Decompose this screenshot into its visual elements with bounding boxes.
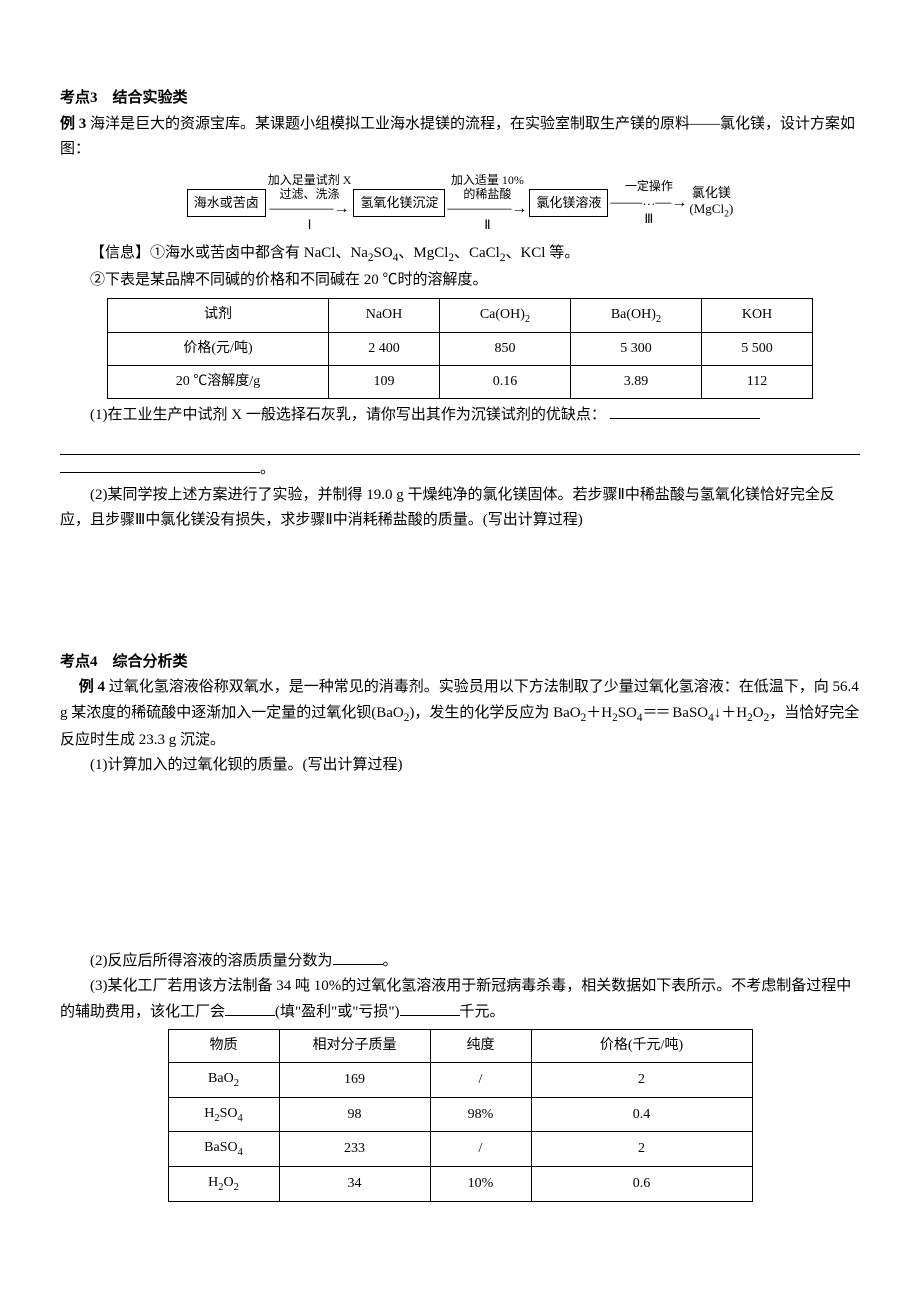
table-row: 试剂 NaOH Ca(OH)2 Ba(OH)2 KOH [108,298,813,333]
table-cell: 价格(元/吨) [108,333,329,366]
table-cell: 3.89 [571,365,702,398]
table-cell: BaSO4 [168,1132,279,1167]
table-row: H2SO4 98 98% 0.4 [168,1097,752,1132]
section4-title: 考点4 综合分析类 [60,650,860,676]
table-cell: Ba(OH)2 [571,298,702,333]
blank-field [333,949,383,965]
table-row: 20 ℃溶解度/g 109 0.16 3.89 112 [108,365,813,398]
arrow-icon: ―→ [655,194,687,211]
flow-box-2: 氢氧化镁沉淀 [353,189,445,217]
table-row: 价格(元/吨) 2 400 850 5 300 5 500 [108,333,813,366]
arrow-icon: ―― [610,194,642,211]
s4-q2-text: (2)反应后所得溶液的溶质质量分数为 [90,953,333,969]
table-row: BaSO4 233 / 2 [168,1132,752,1167]
flow-arrow-3: 一定操作 ――…―→ Ⅲ [610,179,687,226]
info-line-2: ②下表是某品牌不同碱的价格和不同碱在 20 ℃时的溶解度。 [60,268,860,294]
example3-intro: 例 3 海洋是巨大的资源宝库。某课题小组模拟工业海水提镁的流程，在实验室制取生产… [60,112,860,163]
table-cell: 10% [430,1167,531,1202]
flow-a1-top1: 加入足量试剂 X [268,173,352,187]
flow-a3-top: 一定操作 [625,179,673,193]
example4-intro: 例 4 过氧化氢溶液俗称双氧水，是一种常见的消毒剂。实验员用以下方法制取了少量过… [60,675,860,753]
table-cell: 98% [430,1097,531,1132]
arrow-icon: ――――→ [270,201,350,217]
price-table: 物质 相对分子质量 纯度 价格(千元/吨) BaO2 169 / 2 H2SO4… [168,1029,753,1201]
table-cell: 20 ℃溶解度/g [108,365,329,398]
section3-title: 考点3 结合实验类 [60,86,860,112]
flow-final: 氯化镁 (MgCl2) [689,185,733,220]
s3-q1: (1)在工业生产中试剂 X 一般选择石灰乳，请你写出其作为沉镁试剂的优缺点： [60,403,860,429]
table-cell: / [430,1063,531,1098]
s4-q3-mid: (填"盈利"或"亏损") [275,1004,399,1020]
example4-label: 例 4 [79,679,105,695]
s4-q1: (1)计算加入的过氧化钡的质量。(写出计算过程) [60,753,860,779]
table-cell: 0.6 [531,1167,752,1202]
blank-field [610,403,760,419]
table-cell: 价格(千元/吨) [531,1030,752,1063]
s3-q1-end: 。 [260,461,275,477]
s3-q2: (2)某同学按上述方案进行了实验，并制得 19.0 g 干燥纯净的氯化镁固体。若… [60,483,860,534]
info-line-1: 【信息】①海水或苦卤中都含有 NaCl、Na2SO4、MgCl2、CaCl2、K… [60,241,860,268]
blank-field [400,1000,460,1016]
table-cell: 纯度 [430,1030,531,1063]
table-cell: 233 [279,1132,430,1167]
table-cell: H2SO4 [168,1097,279,1132]
blank-field [60,430,860,455]
s4-q2-end: 。 [383,953,398,969]
s3-q1-text: (1)在工业生产中试剂 X 一般选择石灰乳，请你写出其作为沉镁试剂的优缺点： [90,407,606,423]
table-cell: 169 [279,1063,430,1098]
table-cell: 98 [279,1097,430,1132]
table-cell: 5 500 [702,333,813,366]
flow-box-3: 氯化镁溶液 [529,189,608,217]
flow-arrow-1: 加入足量试剂 X 过滤、洗涤 ――――→ Ⅰ [268,173,352,233]
flow-diagram: 海水或苦卤 加入足量试剂 X 过滤、洗涤 ――――→ Ⅰ 氢氧化镁沉淀 加入适量… [60,173,860,233]
flow-a2-bot: Ⅱ [484,217,490,233]
table-cell: 112 [702,365,813,398]
reagent-table: 试剂 NaOH Ca(OH)2 Ba(OH)2 KOH 价格(元/吨) 2 40… [107,298,813,399]
table-cell: NaOH [329,298,440,333]
table-cell: 850 [440,333,571,366]
example3-text: 海洋是巨大的资源宝库。某课题小组模拟工业海水提镁的流程，在实验室制取生产镁的原料… [60,116,855,158]
table-row: BaO2 169 / 2 [168,1063,752,1098]
flow-a2-top2: 的稀盐酸 [451,187,524,201]
eq-sign: ＝＝ [643,705,669,721]
flow-box-1: 海水或苦卤 [187,189,266,217]
blank-field [60,457,260,473]
s4-q3-end: 千元。 [460,1004,505,1020]
table-cell: 2 [531,1132,752,1167]
table-cell: Ca(OH)2 [440,298,571,333]
table-row: H2O2 34 10% 0.6 [168,1167,752,1202]
example3-label: 例 3 [60,116,86,132]
table-cell: 试剂 [108,298,329,333]
flow-a3-mid: … [642,193,655,208]
flow-final-top: 氯化镁 [689,185,733,201]
table-cell: 2 [531,1063,752,1098]
flow-a2-top1: 加入适量 10% [451,173,524,187]
table-cell: BaO2 [168,1063,279,1098]
flow-final-bot: (MgCl2) [689,201,733,220]
table-cell: 34 [279,1167,430,1202]
s3-q1-end-line: 。 [60,457,860,483]
table-cell: KOH [702,298,813,333]
blank-field [225,1000,275,1016]
flow-a3-bot: Ⅲ [644,211,653,227]
flow-arrow-2: 加入适量 10% 的稀盐酸 ――――→ Ⅱ [447,173,527,233]
table-cell: 0.16 [440,365,571,398]
table-cell: 5 300 [571,333,702,366]
table-cell: 2 400 [329,333,440,366]
table-cell: 物质 [168,1030,279,1063]
table-cell: 相对分子质量 [279,1030,430,1063]
table-cell: 0.4 [531,1097,752,1132]
s4-q2: (2)反应后所得溶液的溶质质量分数为 。 [60,949,860,975]
table-row: 物质 相对分子质量 纯度 价格(千元/吨) [168,1030,752,1063]
table-cell: 109 [329,365,440,398]
info-label: 【信息】 [90,245,150,261]
arrow-icon: ――――→ [447,201,527,217]
s4-q3: (3)某化工厂若用该方法制备 34 吨 10%的过氧化氢溶液用于新冠病毒杀毒，相… [60,974,860,1025]
flow-a1-top2: 过滤、洗涤 [268,187,352,201]
table-cell: H2O2 [168,1167,279,1202]
flow-a1-bot: Ⅰ [308,217,312,233]
info1-text: ①海水或苦卤中都含有 NaCl、Na2SO4、MgCl2、CaCl2、KCl 等… [150,245,579,261]
table-cell: / [430,1132,531,1167]
